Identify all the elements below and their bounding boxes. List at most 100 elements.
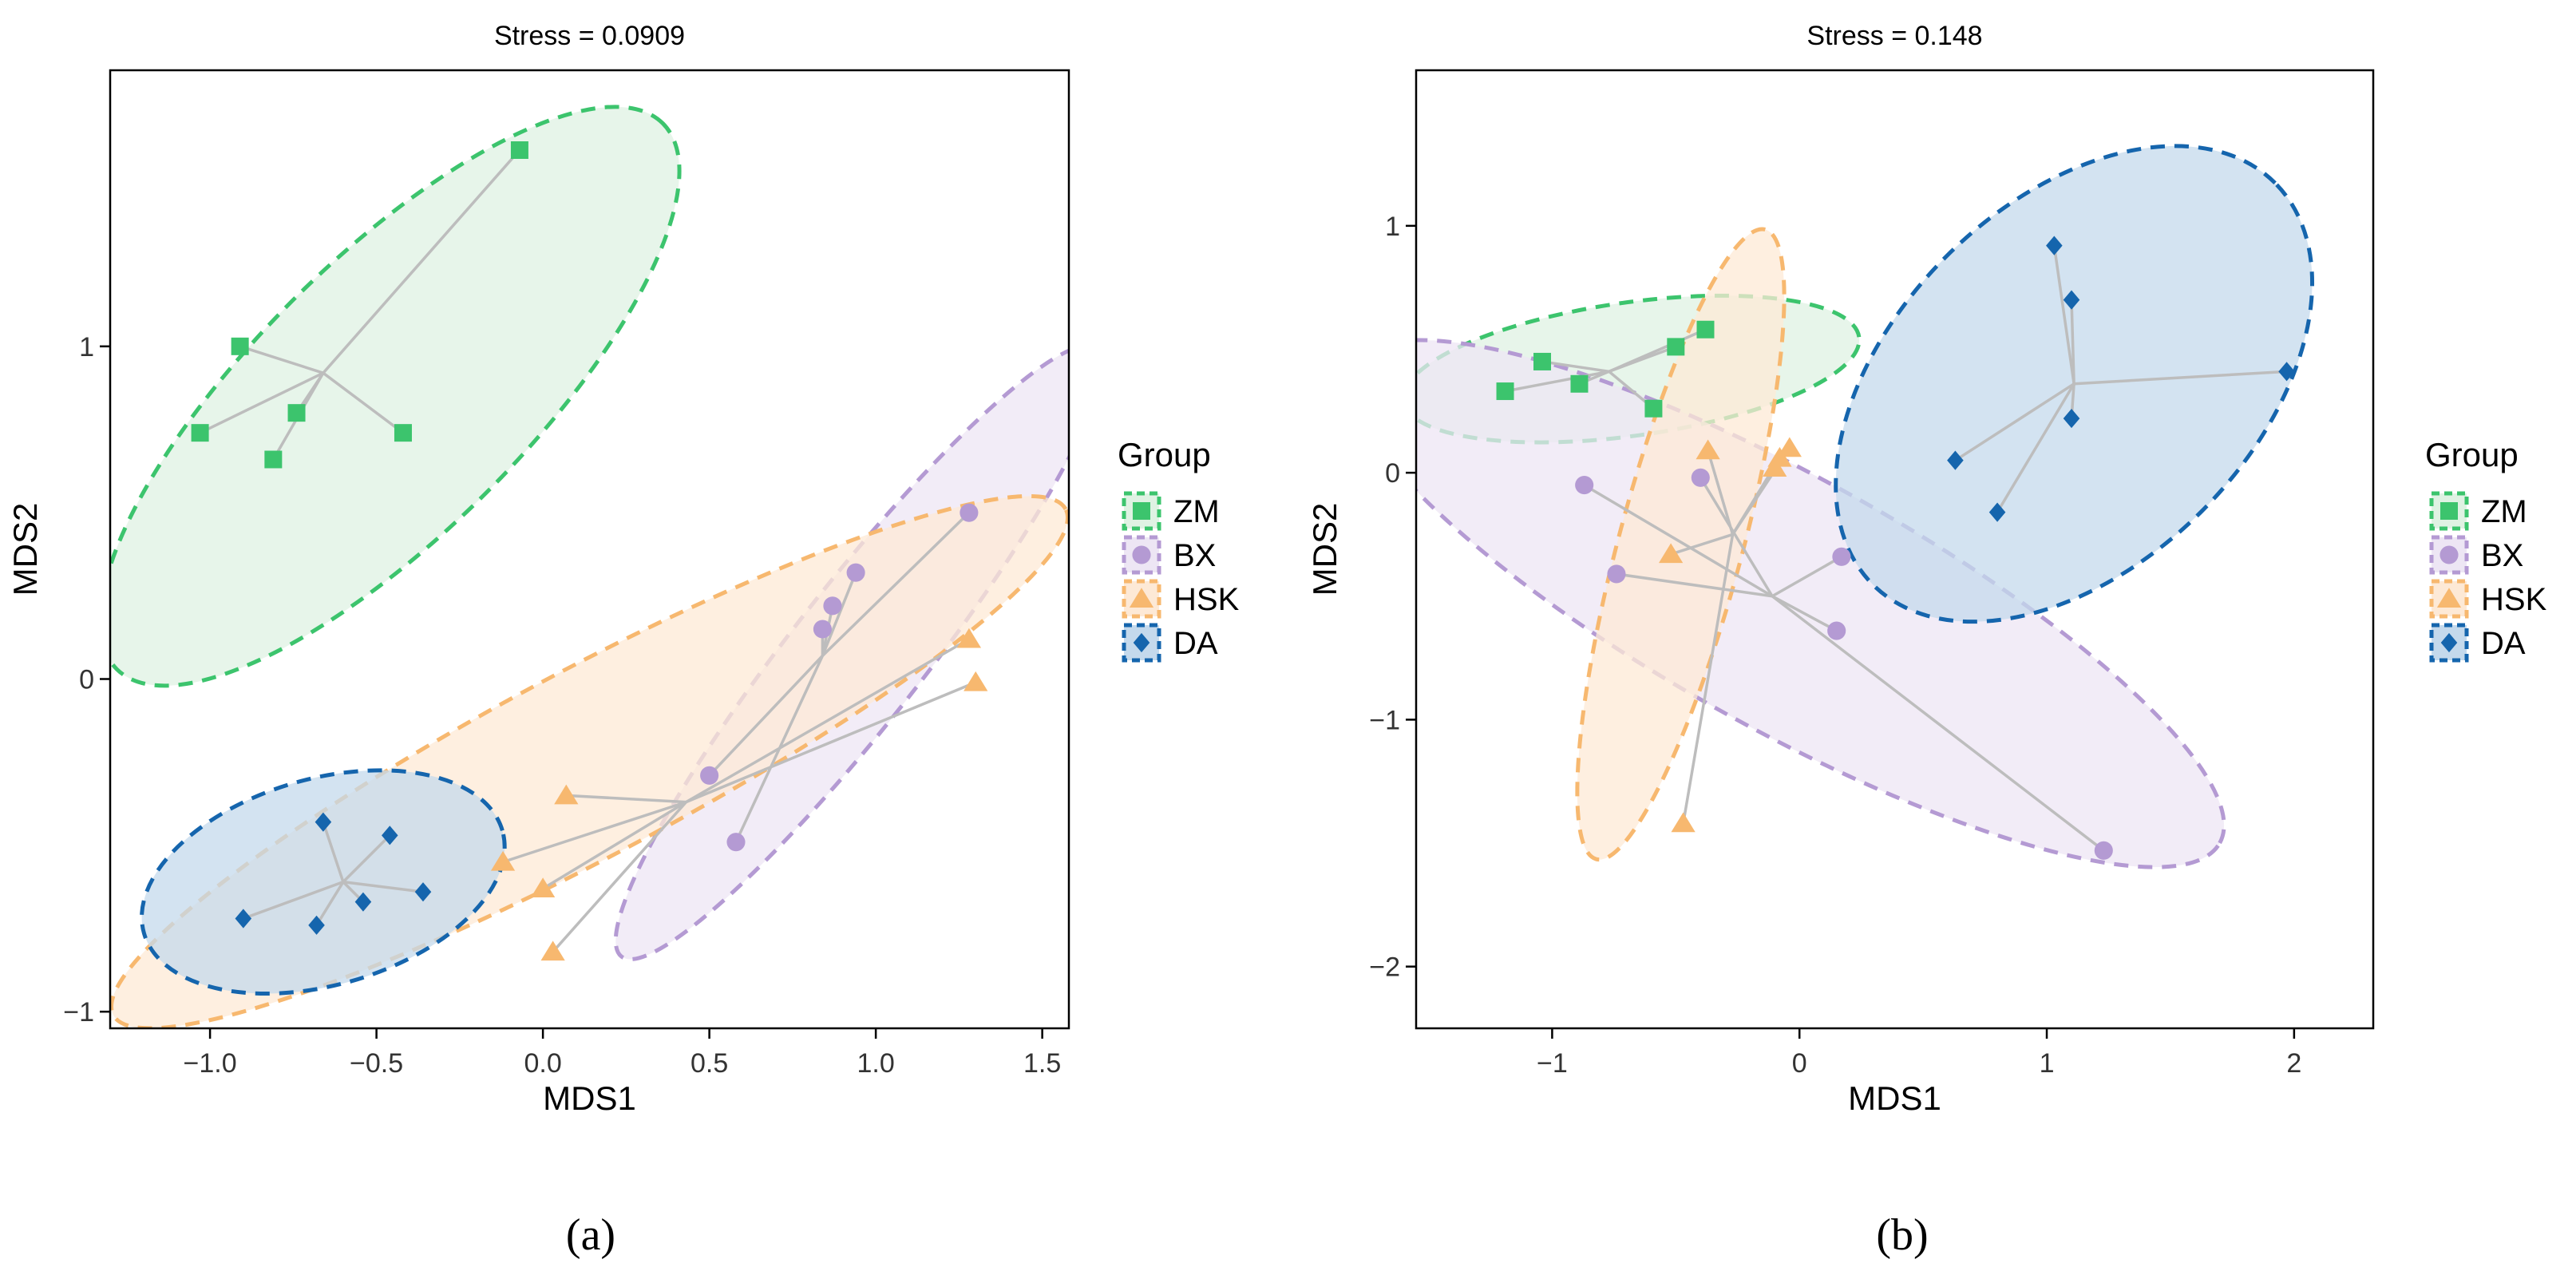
point-zm-2 [287,404,306,422]
spider-line-zm-0 [239,345,324,374]
point-bx-5 [2094,841,2113,860]
spider-line-bx-1 [1616,572,1773,598]
point-bx-2 [1691,468,1710,487]
point-da-4 [354,892,372,912]
spider-line-da-5 [342,880,424,893]
spider-line-zm-1 [1541,360,1609,374]
legend-title: Group [2425,436,2519,473]
spider-line-bx-0 [1583,484,1774,598]
x-tick-label-5: 1.5 [1023,1048,1061,1079]
point-da-2 [2063,408,2080,429]
spider-line-bx-4 [1771,595,1838,632]
spider-line-hsk-0 [1706,449,1735,535]
x-axis-label: MDS1 [543,1079,636,1117]
spider-line-zm-5 [322,148,521,374]
spider-line-zm-5 [1608,328,1707,373]
point-zm-2 [1570,374,1589,393]
legend-marker-hsk [2436,588,2462,608]
spider-line-da-3 [315,881,345,926]
legend-marker-bx [2439,545,2459,564]
plot-frame [1415,69,2375,1030]
point-bx-4 [1827,621,1846,640]
point-hsk-1 [1658,543,1684,564]
spider-line-zm-1 [199,371,324,434]
spider-line-da-1 [2070,299,2075,384]
ellipse-zm [110,27,759,766]
point-bx-3 [823,596,842,616]
spider-line-zm-0 [1505,370,1609,393]
point-bx-0 [700,766,719,785]
spider-line-bx-5 [1771,595,2105,852]
x-tick-label-3: 2 [2286,1048,2301,1079]
legend-label-bx: BX [1173,538,1216,573]
x-tick-label-2: 1 [2040,1048,2055,1079]
ellipse-hsk [1537,213,1825,875]
plot-area [110,27,1069,1098]
spider-line-hsk-2 [1681,534,1735,824]
y-tick-label-2: 0 [1385,458,1400,489]
legend-label-zm: ZM [2481,494,2527,529]
y-axis-label: MDS2 [1306,503,1343,596]
point-zm-5 [1696,320,1715,339]
spider-line-hsk-4 [685,637,970,804]
spider-line-da-2 [243,881,344,921]
y-tick-label-1: 0 [79,665,94,695]
legend-marker-bx [1132,545,1151,564]
spider-line-hsk-1 [502,801,687,864]
legend-marker-zm [1133,502,1150,520]
point-da-5 [1988,502,2006,522]
point-da-4 [1947,450,1964,470]
y-tick-label-0: −2 [1369,952,1400,983]
x-tick-label-1: −0.5 [350,1048,403,1079]
y-tick-label-3: 1 [1385,212,1400,242]
legend-marker-hsk [1129,588,1154,608]
y-tick-label-2: 1 [79,332,94,362]
legend: Group ZM BX HSK DA [1118,436,1240,663]
spider-line-da-0 [322,822,345,883]
point-zm-4 [394,424,412,442]
spider-line-zm-4 [322,371,405,434]
point-da-5 [414,882,432,902]
chart-panel-a: Stress = 0.0909 −1.0 −0.5 0.0 0.5 1.0 1.5 −1 0 1 M… [6,21,1240,1117]
point-da-1 [382,826,398,845]
plot-frame [109,69,1070,1030]
spider-line-da-1 [342,834,391,883]
point-bx-1 [1607,564,1626,584]
caption-b: (b) [1876,1210,1928,1260]
point-hsk-2 [530,877,556,897]
point-hsk-0 [1696,439,1720,460]
legend-key-da [1122,623,1161,663]
x-tick-label-2: 0.0 [524,1048,561,1079]
legend-title: Group [1118,436,1211,473]
point-hsk-4 [956,628,982,648]
point-bx-0 [1575,476,1594,495]
point-zm-0 [231,337,249,355]
point-bx-3 [1832,547,1851,566]
legend-marker-da [1133,632,1150,653]
spider-line-da-4 [1954,382,2075,462]
chart-title: Stress = 0.148 [1806,21,1982,51]
point-zm-0 [1496,382,1514,401]
spider-line-hsk-1 [1670,533,1734,556]
point-bx-1 [726,833,746,852]
chart-title: Stress = 0.0909 [494,21,685,51]
point-zm-5 [510,141,528,159]
point-da-3 [308,915,325,935]
point-bx-4 [846,563,865,582]
spider-line-bx-5 [821,511,971,657]
point-da-0 [2046,236,2063,255]
legend-label-da: DA [2481,626,2526,661]
point-bx-2 [813,620,832,639]
y-tick-label-1: −1 [1369,705,1400,735]
spider-line-hsk-3 [552,801,687,953]
spider-line-hsk-5 [685,681,976,804]
legend-key-hsk [2429,579,2469,619]
spider-line-hsk-0 [566,794,687,804]
x-tick-label-3: 0.5 [690,1048,728,1079]
point-hsk-5 [964,671,988,691]
point-da-0 [315,812,332,832]
legend-label-hsk: HSK [2481,582,2547,617]
spider-line-bx-0 [708,655,824,777]
spider-line-bx-4 [821,572,857,656]
legend-label-hsk: HSK [1173,582,1240,617]
